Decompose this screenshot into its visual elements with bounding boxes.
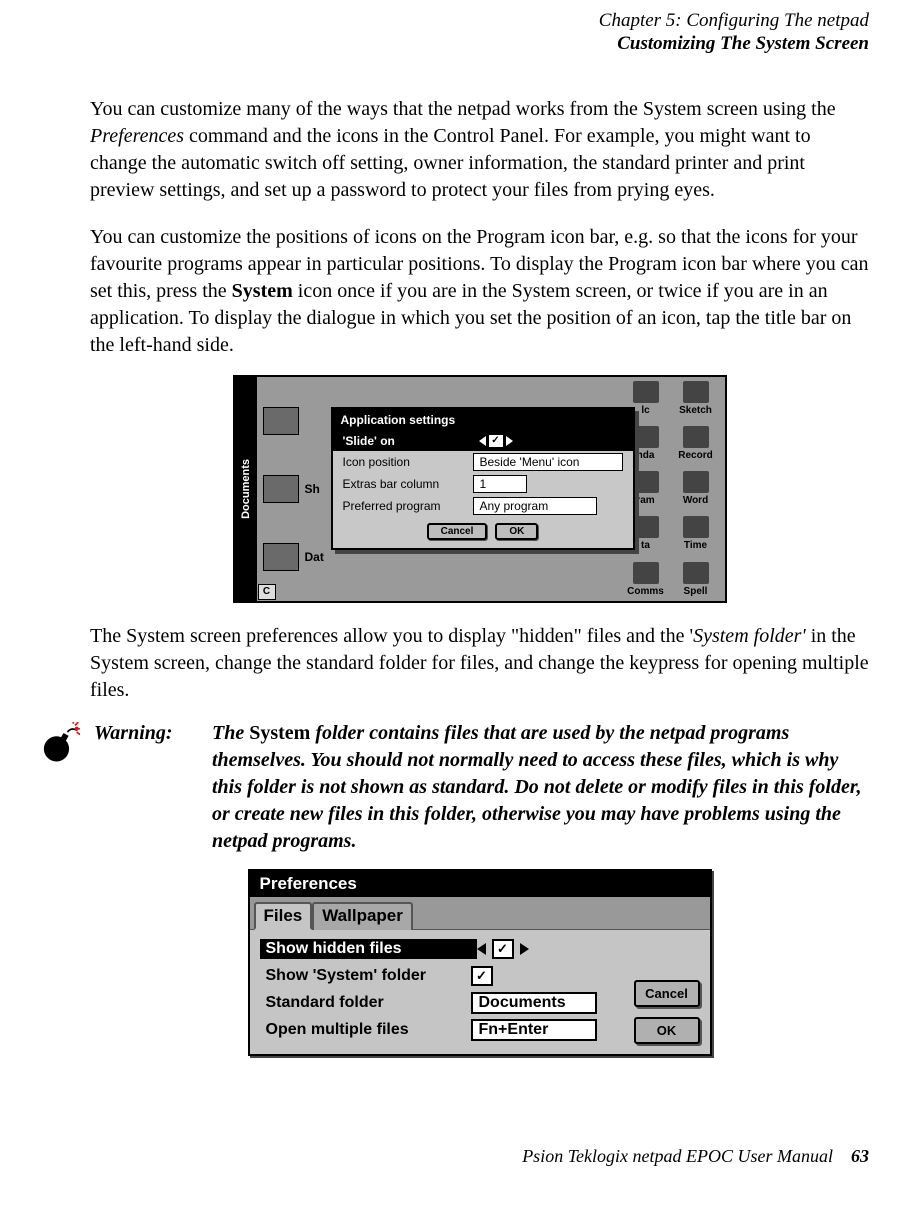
slide-on-row[interactable]: 'Slide' on ✓ bbox=[333, 431, 633, 451]
checkbox-icon[interactable]: ✓ bbox=[488, 434, 504, 448]
warning-label: Warning: bbox=[94, 720, 198, 747]
preferred-program-row[interactable]: Preferred program Any program bbox=[333, 495, 633, 517]
left-arrow-icon[interactable] bbox=[477, 943, 486, 955]
left-arrow-icon[interactable] bbox=[479, 436, 486, 446]
bomb-icon bbox=[38, 722, 80, 764]
dialog-title: Application settings bbox=[333, 409, 633, 431]
chapter-title: Chapter 5: Configuring The netpad bbox=[90, 10, 869, 33]
tab-files[interactable]: Files bbox=[254, 902, 313, 930]
screenshot-preferences: Preferences Files Wallpaper Show hidden … bbox=[248, 869, 712, 1056]
preferences-title: Preferences bbox=[250, 871, 710, 897]
documents-sidebar: Documents bbox=[235, 377, 257, 601]
open-multiple-files-row[interactable]: Open multiple files Fn+Enter bbox=[260, 1017, 624, 1044]
show-hidden-files-row[interactable]: Show hidden files ✓ bbox=[260, 936, 624, 963]
warning-text: The System folder contains files that ar… bbox=[212, 720, 869, 855]
ok-button[interactable]: OK bbox=[634, 1017, 700, 1044]
page-footer: Psion Teklogix netpad EPOC User Manual 6… bbox=[90, 1146, 869, 1167]
screenshot-application-settings: Documents C Sh Dat Sketch Record Word Ti… bbox=[233, 375, 727, 603]
cancel-button[interactable]: Cancel bbox=[427, 523, 488, 540]
paragraph-3: The System screen preferences allow you … bbox=[90, 623, 869, 704]
section-title: Customizing The System Screen bbox=[90, 33, 869, 56]
extras-bar-row[interactable]: Extras bar column 1 bbox=[333, 473, 633, 495]
paragraph-1: You can customize many of the ways that … bbox=[90, 96, 869, 204]
cancel-button[interactable]: Cancel bbox=[634, 980, 700, 1007]
show-system-folder-row[interactable]: Show 'System' folder ✓ bbox=[260, 963, 624, 990]
standard-folder-row[interactable]: Standard folder Documents bbox=[260, 990, 624, 1017]
application-settings-dialog: Application settings 'Slide' on ✓ Icon p… bbox=[331, 407, 635, 550]
right-arrow-icon[interactable] bbox=[520, 943, 529, 955]
checkbox-icon[interactable]: ✓ bbox=[492, 939, 514, 959]
right-arrow-icon[interactable] bbox=[506, 436, 513, 446]
bg-right-col1: Sketch Record Word Time Spell bbox=[673, 381, 719, 597]
paragraph-2: You can customize the positions of icons… bbox=[90, 224, 869, 359]
checkbox-icon[interactable]: ✓ bbox=[471, 966, 493, 986]
tab-wallpaper[interactable]: Wallpaper bbox=[312, 902, 413, 930]
warning-block: Warning: The System folder contains file… bbox=[90, 720, 869, 855]
icon-position-row[interactable]: Icon position Beside 'Menu' icon bbox=[333, 451, 633, 473]
ok-button[interactable]: OK bbox=[495, 523, 538, 540]
